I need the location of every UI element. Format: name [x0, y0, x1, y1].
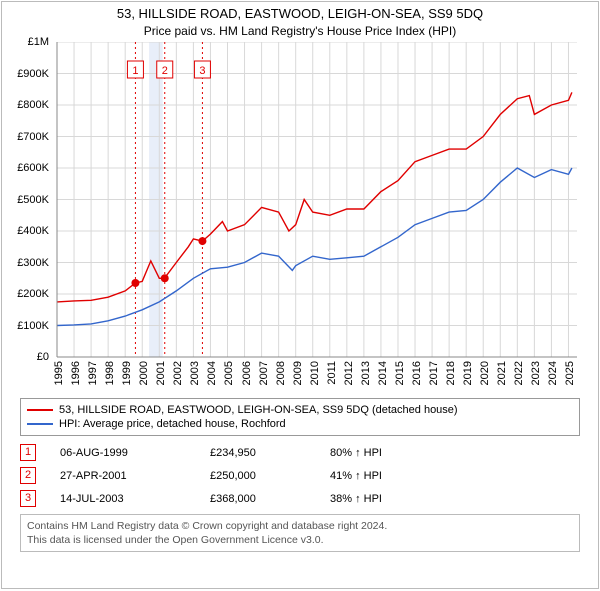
- x-tick-label: 2016: [411, 361, 423, 385]
- x-tick-label: 2007: [258, 361, 270, 385]
- x-tick-label: 1995: [53, 361, 65, 385]
- y-tick-label: £100K: [17, 320, 49, 332]
- y-tick-label: £400K: [17, 225, 49, 237]
- x-tick-label: 2015: [394, 361, 406, 385]
- series-line-property: [57, 92, 572, 302]
- x-tick-label: 2024: [547, 361, 559, 385]
- footer-line-2: This data is licensed under the Open Gov…: [27, 533, 573, 547]
- x-tick-label: 2013: [360, 361, 372, 385]
- x-tick-label: 2022: [513, 361, 525, 385]
- transaction-date: 06-AUG-1999: [60, 447, 210, 459]
- footer-line-1: Contains HM Land Registry data © Crown c…: [27, 519, 573, 533]
- transaction-row: 1 06-AUG-1999£234,95080% ↑ HPI: [20, 441, 580, 464]
- sale-dot: [161, 274, 169, 282]
- sale-dot: [131, 279, 139, 287]
- legend-swatch: [27, 423, 53, 425]
- x-tick-label: 2010: [309, 361, 321, 385]
- x-tick-label: 2008: [275, 361, 287, 385]
- x-tick-label: 2000: [138, 361, 150, 385]
- transaction-pct: 41% ↑ HPI: [330, 470, 430, 482]
- transaction-pct: 80% ↑ HPI: [330, 447, 430, 459]
- transaction-row: 2 27-APR-2001£250,00041% ↑ HPI: [20, 464, 580, 487]
- x-tick-label: 2005: [223, 361, 235, 385]
- transaction-badge: 3: [20, 490, 36, 507]
- attribution-footer: Contains HM Land Registry data © Crown c…: [20, 514, 580, 552]
- transaction-pct: 38% ↑ HPI: [330, 493, 430, 505]
- y-tick-label: £800K: [17, 99, 49, 111]
- y-tick-label: £1M: [28, 36, 49, 48]
- x-tick-label: 2011: [326, 361, 338, 385]
- transaction-row: 3 14-JUL-2003£368,00038% ↑ HPI: [20, 487, 580, 510]
- x-tick-label: 2002: [172, 361, 184, 385]
- sale-dot: [198, 237, 206, 245]
- x-tick-label: 2001: [155, 361, 167, 385]
- x-tick-label: 2004: [206, 361, 218, 385]
- x-tick-label: 1997: [87, 361, 99, 385]
- transaction-price: £234,950: [210, 447, 330, 459]
- x-tick-label: 2003: [189, 361, 201, 385]
- plot-area: 1 2 3 £0 £100K £200K £300K £400K £500K £600K £700K…: [2, 42, 598, 362]
- sale-badge-num: 3: [199, 65, 205, 77]
- transaction-badge: 1: [20, 444, 36, 461]
- y-tick-label: £0: [37, 351, 49, 363]
- transaction-date: 27-APR-2001: [60, 470, 210, 482]
- x-tick-label: 2014: [377, 361, 389, 385]
- x-tick-label: 2012: [343, 361, 355, 385]
- sale-badge-num: 1: [132, 65, 138, 77]
- transaction-date: 14-JUL-2003: [60, 493, 210, 505]
- x-tick-label: 1996: [70, 361, 82, 385]
- transaction-price: £368,000: [210, 493, 330, 505]
- y-tick-label: £300K: [17, 257, 49, 269]
- transaction-price: £250,000: [210, 470, 330, 482]
- legend-swatch: [27, 409, 53, 411]
- title-block: 53, HILLSIDE ROAD, EASTWOOD, LEIGH-ON-SE…: [2, 2, 598, 38]
- x-tick-label: 1998: [104, 361, 116, 385]
- x-tick-label: 2019: [462, 361, 474, 385]
- x-tick-label: 2017: [428, 361, 440, 385]
- chart-subtitle: Price paid vs. HM Land Registry's House …: [2, 24, 598, 38]
- y-tick-label: £700K: [17, 131, 49, 143]
- y-tick-label: £600K: [17, 162, 49, 174]
- series-line-hpi: [57, 168, 572, 326]
- x-tick-label: 2023: [530, 361, 542, 385]
- x-tick-label: 2006: [241, 361, 253, 385]
- x-tick-label: 2021: [496, 361, 508, 385]
- transaction-table: 1 06-AUG-1999£234,95080% ↑ HPI 2 27-APR-200…: [20, 441, 580, 510]
- legend-row: HPI: Average price, detached house, Roch…: [27, 417, 573, 431]
- y-tick-label: £900K: [17, 68, 49, 80]
- chart-title: 53, HILLSIDE ROAD, EASTWOOD, LEIGH-ON-SE…: [2, 6, 598, 21]
- x-tick-label: 2018: [445, 361, 457, 385]
- x-tick-label: 2020: [479, 361, 491, 385]
- legend: 53, HILLSIDE ROAD, EASTWOOD, LEIGH-ON-SE…: [20, 398, 580, 436]
- sale-badge-num: 2: [162, 65, 168, 77]
- legend-row: 53, HILLSIDE ROAD, EASTWOOD, LEIGH-ON-SE…: [27, 403, 573, 417]
- transaction-badge: 2: [20, 467, 36, 484]
- chart-container: 53, HILLSIDE ROAD, EASTWOOD, LEIGH-ON-SE…: [1, 1, 599, 589]
- chart-svg: 1 2 3: [2, 42, 587, 362]
- y-tick-label: £500K: [17, 194, 49, 206]
- x-tick-label: 1999: [121, 361, 133, 385]
- x-tick-label: 2025: [564, 361, 576, 385]
- legend-label: 53, HILLSIDE ROAD, EASTWOOD, LEIGH-ON-SE…: [59, 404, 458, 416]
- legend-label: HPI: Average price, detached house, Roch…: [59, 418, 286, 430]
- x-tick-label: 2009: [292, 361, 304, 385]
- y-tick-label: £200K: [17, 288, 49, 300]
